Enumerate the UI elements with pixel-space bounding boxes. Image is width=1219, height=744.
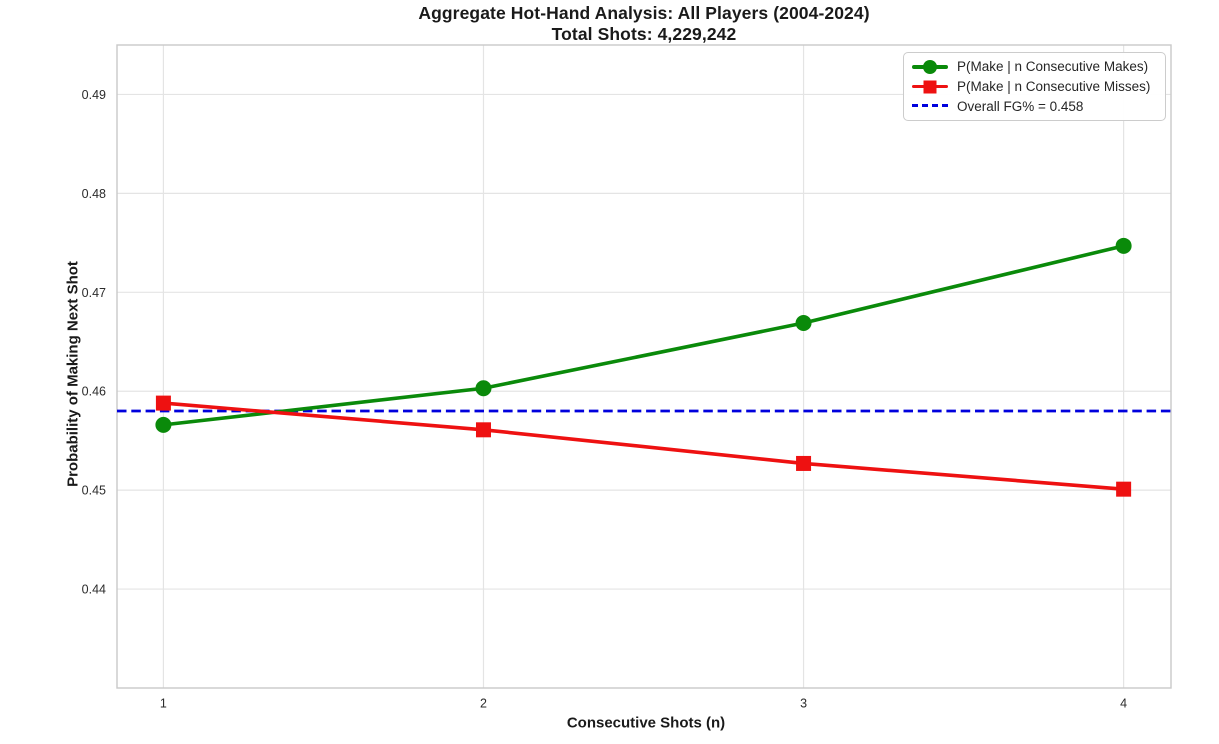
- x-axis-label: Consecutive Shots (n): [566, 714, 726, 732]
- legend-item-makes: P(Make | n Consecutive Makes): [912, 57, 1157, 77]
- line-square-marker-icon: [912, 79, 948, 95]
- y-tick-label: 0.44: [82, 583, 106, 597]
- line-circle-marker-icon: [912, 59, 948, 75]
- data-point-marker: [155, 416, 172, 433]
- y-tick-label: 0.46: [82, 385, 106, 399]
- data-point-marker: [475, 380, 492, 397]
- legend-label-makes: P(Make | n Consecutive Makes): [957, 59, 1149, 75]
- legend-label-misses: P(Make | n Consecutive Misses): [957, 79, 1151, 94]
- chart-title: Aggregate Hot-Hand Analysis: All Players…: [418, 3, 870, 23]
- data-point-marker: [1116, 481, 1132, 497]
- data-point-marker: [155, 395, 171, 411]
- legend-label-overall-fg: Overall FG% = 0.458: [957, 98, 1084, 114]
- y-tick-label: 0.47: [82, 286, 106, 300]
- legend-item-misses: P(Make | n Consecutive Misses): [912, 77, 1157, 97]
- y-tick-label: 0.49: [82, 88, 106, 102]
- x-tick-label: 3: [800, 697, 807, 711]
- data-point-marker: [475, 422, 491, 438]
- chart-subtitle: Total Shots: 4,229,242: [551, 24, 737, 44]
- y-tick-label: 0.45: [82, 484, 106, 498]
- data-point-marker: [796, 455, 812, 471]
- data-point-marker: [795, 314, 812, 331]
- x-tick-label: 1: [160, 697, 167, 711]
- legend: P(Make | n Consecutive Makes) P(Make | n…: [903, 52, 1166, 121]
- dashed-line-icon: [912, 98, 948, 114]
- series-line: [161, 244, 1126, 427]
- y-tick-label: 0.48: [82, 187, 106, 201]
- x-tick-label: 2: [480, 697, 487, 711]
- legend-item-overall-fg: Overall FG% = 0.458: [912, 96, 1157, 116]
- chart-title-block: Aggregate Hot-Hand Analysis: All Players…: [117, 3, 1171, 45]
- series-line: [161, 401, 1126, 491]
- data-point-marker: [1115, 237, 1132, 254]
- plot-border: [116, 44, 1172, 689]
- x-tick-label: 4: [1120, 697, 1127, 711]
